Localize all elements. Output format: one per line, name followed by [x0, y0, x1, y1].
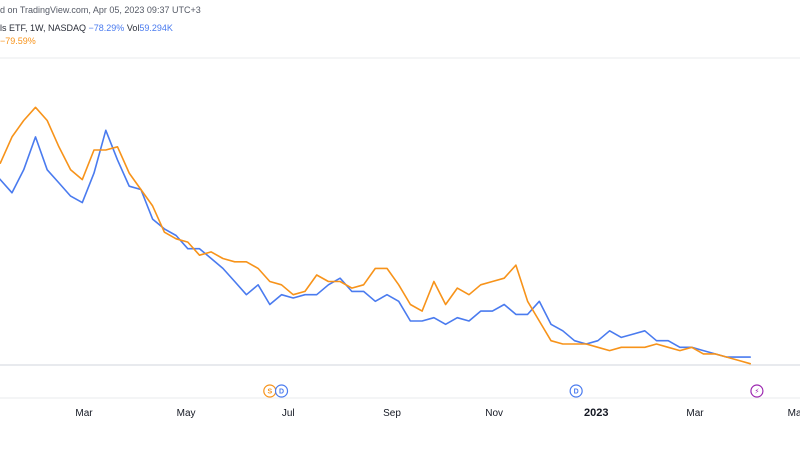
event-marker-glyph: ⚡	[754, 388, 759, 396]
event-marker-3[interactable]: ⚡	[750, 384, 764, 398]
event-marker-glyph: D	[574, 389, 579, 396]
event-marker-glyph: S	[267, 389, 272, 396]
series-b-change: −79.59%	[0, 36, 36, 46]
chart-grid	[0, 57, 800, 399]
legend-series-b[interactable]: −79.59%	[0, 36, 36, 46]
chart-header: d on TradingView.com, Apr 05, 2023 09:37…	[0, 0, 800, 48]
event-marker-circle	[274, 384, 289, 398]
x-tick-label: 2023	[584, 407, 608, 419]
x-tick-label: Mar	[686, 408, 704, 419]
volume-label: Vol	[126, 23, 140, 33]
x-tick-label: Nov	[485, 408, 503, 419]
series-line-0	[0, 129, 752, 358]
x-tick-label: May	[788, 408, 800, 419]
event-marker-glyph: D	[279, 389, 284, 396]
series-a-name: ls ETF, 1W, NASDAQ	[0, 23, 87, 33]
event-marker-circle	[750, 384, 764, 398]
volume-value: 59.294K	[139, 23, 173, 33]
event-marker-2[interactable]: D	[569, 384, 583, 398]
event-marker-1[interactable]: D	[274, 384, 289, 398]
series-line-1	[0, 106, 752, 365]
event-markers: S D D ⚡	[263, 384, 764, 398]
series-lines	[0, 106, 752, 365]
legend-series-a[interactable]: ls ETF, 1W, NASDAQ −78.29% Vol59.294K	[0, 23, 173, 33]
x-tick-label: Jul	[282, 408, 295, 419]
x-tick-label: May	[177, 408, 196, 419]
published-info: d on TradingView.com, Apr 05, 2023 09:37…	[0, 5, 201, 15]
series-a-change: −78.29%	[88, 23, 125, 33]
event-marker-0[interactable]: S	[263, 384, 277, 398]
event-marker-circle	[569, 384, 583, 398]
x-tick-label: Sep	[383, 408, 401, 419]
x-tick-label: Mar	[75, 408, 93, 419]
x-axis: Mar May Jul Sep Nov 2023 Mar May	[75, 407, 800, 419]
